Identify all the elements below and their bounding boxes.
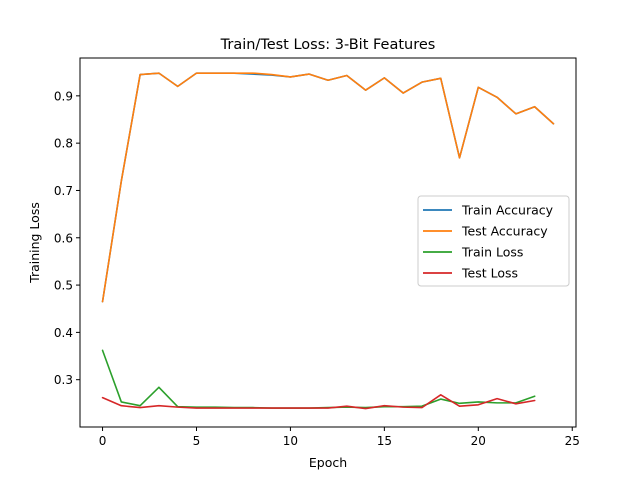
- y-axis-ticks: 0.3 0.4 0.5 0.6 0.7 0.8 0.9: [54, 89, 80, 387]
- y-tick-label: 0.9: [54, 89, 73, 103]
- chart-title: Train/Test Loss: 3-Bit Features: [220, 37, 436, 53]
- legend-label-test-accuracy: Test Accuracy: [461, 224, 548, 239]
- legend-label-test-loss: Test Loss: [461, 266, 518, 281]
- legend-label-train-loss: Train Loss: [461, 245, 523, 260]
- legend-label-train-accuracy: Train Accuracy: [461, 203, 554, 218]
- series-line-test-accuracy: [101, 72, 555, 303]
- y-axis-label: Training Loss: [27, 202, 42, 284]
- x-tick-label: 15: [377, 434, 392, 448]
- y-tick-label: 0.8: [54, 137, 73, 151]
- x-tick-label: 0: [99, 434, 107, 448]
- legend: Train Accuracy Test Accuracy Train Loss Tes…: [417, 195, 570, 287]
- y-tick-label: 0.6: [54, 231, 73, 245]
- y-tick-label: 0.4: [54, 326, 73, 340]
- x-tick-label: 20: [471, 434, 486, 448]
- series-line-test-loss: [101, 394, 536, 410]
- x-tick-label: 5: [193, 434, 201, 448]
- y-tick-label: 0.3: [54, 373, 73, 387]
- x-tick-label: 10: [283, 434, 298, 448]
- legend-box: [417, 195, 570, 287]
- plot-area: [79, 57, 577, 428]
- x-axis-ticks: 0 5 10 15 20 25: [99, 427, 580, 448]
- axes-frame: [79, 57, 577, 428]
- series-lines: [101, 72, 555, 410]
- y-tick-label: 0.5: [54, 279, 73, 293]
- x-tick-label: 25: [565, 434, 580, 448]
- x-axis-label: Epoch: [309, 455, 347, 470]
- y-tick-label: 0.7: [54, 184, 73, 198]
